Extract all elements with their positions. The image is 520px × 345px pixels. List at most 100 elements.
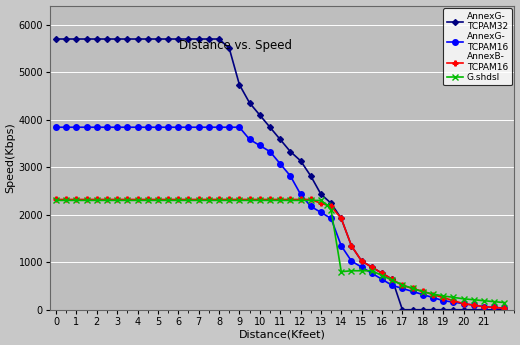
AnnexG-
TCPAM16 [94,125,100,129]
AnnexG-
TCPAM16 [379,277,385,282]
G.shdsl [53,198,59,203]
G.shdsl [165,198,171,203]
AnnexG-
TCPAM16 [420,293,426,297]
G.shdsl [420,289,426,294]
AnnexG-
TCPAM32 [338,216,344,220]
AnnexG-
TCPAM16 [328,216,334,220]
AnnexG-
TCPAM32 [165,37,171,41]
AnnexG-
TCPAM32 [216,37,222,41]
G.shdsl [185,198,191,203]
AnnexB-
TCPAM16 [440,295,446,299]
AnnexG-
TCPAM16 [124,125,131,129]
Y-axis label: Speed(Kbps): Speed(Kbps) [6,122,16,193]
AnnexG-
TCPAM32 [440,308,446,312]
AnnexB-
TCPAM16 [277,197,283,201]
G.shdsl [196,198,202,203]
AnnexG-
TCPAM16 [297,192,304,196]
AnnexB-
TCPAM16 [471,303,477,307]
AnnexB-
TCPAM16 [379,271,385,275]
AnnexG-
TCPAM32 [471,308,477,312]
G.shdsl [491,299,497,304]
AnnexG-
TCPAM32 [287,149,293,154]
Line: AnnexB-
TCPAM16: AnnexB- TCPAM16 [54,197,506,310]
AnnexG-
TCPAM16 [501,306,508,310]
AnnexB-
TCPAM16 [338,216,344,220]
G.shdsl [94,198,100,203]
AnnexG-
TCPAM16 [318,210,324,215]
G.shdsl [257,198,263,203]
G.shdsl [481,299,487,303]
G.shdsl [114,198,120,203]
G.shdsl [267,198,273,203]
AnnexG-
TCPAM32 [460,308,466,312]
Line: AnnexG-
TCPAM32: AnnexG- TCPAM32 [54,37,506,312]
G.shdsl [471,298,477,302]
AnnexB-
TCPAM16 [348,244,355,248]
Line: AnnexG-
TCPAM16: AnnexG- TCPAM16 [53,125,507,311]
AnnexG-
TCPAM32 [145,37,151,41]
AnnexB-
TCPAM16 [409,286,415,290]
AnnexG-
TCPAM32 [481,308,487,312]
G.shdsl [318,198,324,203]
G.shdsl [134,198,140,203]
AnnexG-
TCPAM16 [450,300,457,304]
AnnexG-
TCPAM16 [440,298,446,303]
AnnexG-
TCPAM16 [277,162,283,166]
AnnexG-
TCPAM32 [104,37,110,41]
G.shdsl [226,198,232,203]
G.shdsl [73,198,80,203]
AnnexB-
TCPAM16 [460,302,466,306]
AnnexG-
TCPAM16 [338,244,344,248]
AnnexB-
TCPAM16 [420,289,426,294]
G.shdsl [63,198,69,203]
AnnexG-
TCPAM16 [196,125,202,129]
AnnexB-
TCPAM16 [358,259,365,263]
AnnexG-
TCPAM16 [206,125,212,129]
AnnexG-
TCPAM32 [236,82,242,87]
AnnexG-
TCPAM32 [328,201,334,205]
AnnexB-
TCPAM16 [450,298,457,303]
G.shdsl [246,198,253,203]
AnnexB-
TCPAM16 [481,305,487,309]
G.shdsl [216,198,222,203]
AnnexB-
TCPAM16 [501,306,508,310]
AnnexG-
TCPAM32 [389,277,395,282]
AnnexG-
TCPAM32 [307,174,314,178]
AnnexG-
TCPAM16 [155,125,161,129]
AnnexB-
TCPAM16 [430,293,436,297]
G.shdsl [460,297,466,301]
AnnexG-
TCPAM16 [73,125,80,129]
AnnexB-
TCPAM16 [145,197,151,201]
AnnexB-
TCPAM16 [175,197,181,201]
X-axis label: Distance(Kfeet): Distance(Kfeet) [239,329,326,339]
AnnexB-
TCPAM16 [104,197,110,201]
AnnexG-
TCPAM32 [185,37,191,41]
AnnexG-
TCPAM16 [83,125,89,129]
AnnexG-
TCPAM32 [53,37,59,41]
AnnexG-
TCPAM32 [196,37,202,41]
AnnexG-
TCPAM16 [216,125,222,129]
AnnexB-
TCPAM16 [307,197,314,201]
G.shdsl [440,294,446,298]
AnnexB-
TCPAM16 [236,197,242,201]
AnnexB-
TCPAM16 [257,197,263,201]
G.shdsl [389,278,395,282]
G.shdsl [379,274,385,278]
G.shdsl [307,198,314,203]
AnnexG-
TCPAM16 [257,144,263,148]
G.shdsl [206,198,212,203]
AnnexG-
TCPAM16 [246,137,253,141]
G.shdsl [338,270,344,274]
AnnexB-
TCPAM16 [63,197,69,201]
AnnexB-
TCPAM16 [165,197,171,201]
AnnexB-
TCPAM16 [83,197,89,201]
AnnexG-
TCPAM32 [155,37,161,41]
AnnexG-
TCPAM16 [134,125,140,129]
AnnexB-
TCPAM16 [226,197,232,201]
AnnexG-
TCPAM32 [430,308,436,312]
AnnexG-
TCPAM16 [399,286,406,290]
G.shdsl [501,300,508,305]
AnnexG-
TCPAM32 [114,37,120,41]
AnnexG-
TCPAM32 [409,308,415,312]
G.shdsl [104,198,110,203]
